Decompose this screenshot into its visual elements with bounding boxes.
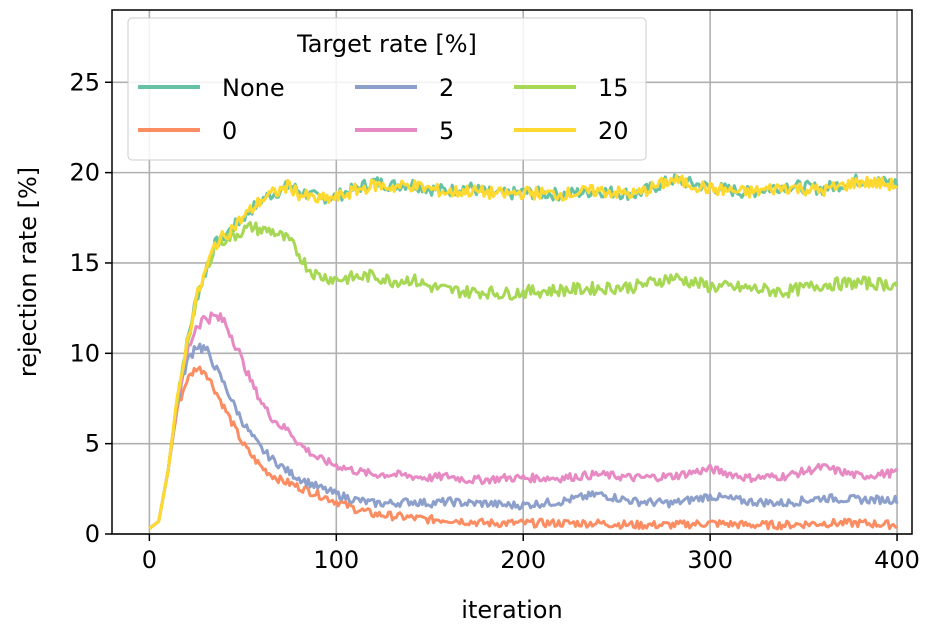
legend-label: 15: [598, 74, 629, 102]
series-line-2: [148, 342, 899, 530]
series-line-20: [148, 174, 898, 530]
y-tick-label: 5: [85, 430, 100, 458]
series-20-group: [148, 174, 898, 530]
y-axis-label: rejection rate [%]: [14, 167, 42, 377]
legend-label: 20: [598, 117, 629, 145]
legend-item-5: 5: [355, 117, 454, 145]
legend-item-15: 15: [514, 74, 629, 102]
y-tick-label: 10: [69, 339, 100, 367]
plot-frame: [111, 9, 913, 535]
series-0-group: [148, 365, 898, 531]
legend-title: Target rate [%]: [296, 30, 477, 58]
x-tick-label: 100: [313, 546, 359, 574]
series-line-15: [148, 221, 899, 530]
y-tick-label: 0: [85, 520, 100, 548]
series-None-group: [148, 173, 899, 530]
x-tick-label: 0: [142, 546, 157, 574]
legend-label: 5: [439, 117, 454, 145]
x-tick-label: 400: [874, 546, 920, 574]
series-line-None: [148, 173, 899, 530]
legend-item-0: 0: [138, 117, 237, 145]
y-tick-label: 15: [69, 249, 100, 277]
y-tick-label: 20: [69, 159, 100, 187]
legend-item-None: None: [138, 74, 285, 102]
series-15-group: [148, 221, 899, 530]
x-tick-label: 200: [500, 546, 546, 574]
legend-item-2: 2: [355, 74, 454, 102]
x-axis-label: iteration: [461, 596, 562, 624]
legend-label: None: [222, 74, 285, 102]
series-lines: [148, 173, 899, 531]
legend: Target rate [%] None 0 2 5 15 20: [127, 17, 647, 161]
series-5-group: [148, 311, 899, 530]
y-tick-label: 25: [69, 68, 100, 96]
series-line-0: [148, 365, 898, 531]
series-line-5: [148, 311, 899, 530]
legend-label: 2: [439, 74, 454, 102]
legend-label: 0: [222, 117, 237, 145]
x-tick-label: 300: [687, 546, 733, 574]
series-2-group: [148, 342, 899, 530]
legend-items: None 0 2 5 15 20: [138, 74, 629, 145]
legend-item-20: 20: [514, 117, 629, 145]
